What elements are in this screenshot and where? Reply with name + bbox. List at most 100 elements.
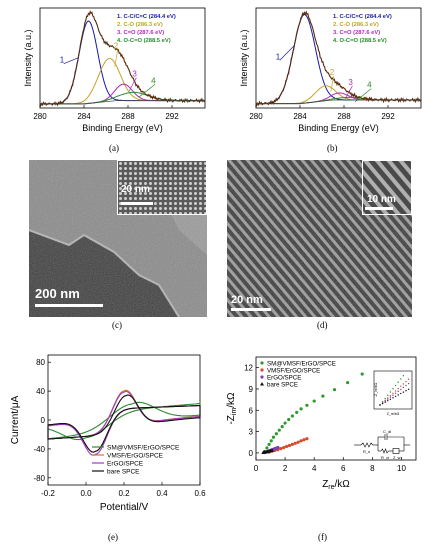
series-points-f-1: [263, 372, 364, 454]
data-point-f: [274, 432, 278, 436]
data-point-f: [346, 380, 350, 385]
inset-point-f: [400, 388, 402, 391]
inset-point-f: [405, 380, 407, 383]
data-point-f: [267, 442, 271, 446]
legend-label-f-4: bare SPCE: [267, 381, 298, 388]
x-axis-label-e: Potential/V: [100, 502, 149, 513]
inset-point-f: [392, 394, 394, 396]
scale-bar-inset-c: [121, 202, 153, 205]
inset-point-f: [397, 381, 399, 383]
data-point-f: [302, 438, 306, 442]
peak-number-b-3: 3: [348, 78, 353, 87]
cv-chart-e: -0.2 0.0 0.2 0.4 0.6 -80 -40 0 40 80 Potential/V Cu…: [10, 354, 206, 513]
peak-number-a-4: 4: [151, 76, 156, 85]
x-axis-label-b: Binding Energy (eV): [298, 123, 379, 133]
data-point-f: [321, 394, 325, 398]
data-point-f: [293, 441, 297, 445]
equivalent-circuit-f: C_dl R_s R_ct Z_w: [354, 429, 410, 460]
tem-inset-c: [117, 160, 207, 215]
series-points-f-4: [261, 448, 274, 455]
inset-point-f: [381, 402, 384, 405]
xps-chart-b: 1 2 3 4 1. C-C/C=C (284.4 eV) 2. C-O (286.3 e…: [239, 7, 422, 133]
inset-y-label-f: -Z_im/kΩ: [374, 382, 378, 397]
y-tick-label-f: 3: [249, 428, 254, 437]
legend-entry-b-4: 4. O-C=O (288.5 eV): [333, 38, 387, 44]
legend-entry-b-1: 1. C-C/C=C (284.4 eV): [333, 14, 392, 20]
scale-label-inset-c: 20 nm: [121, 184, 150, 195]
y-tick-label-f: 6: [249, 406, 254, 415]
x-tick-label-b: 292: [381, 112, 395, 121]
data-point-f: [280, 425, 284, 429]
scale-bar-d: [231, 308, 271, 311]
peak-number-b-2: 2: [330, 68, 335, 77]
peak-number-a-3: 3: [132, 70, 137, 79]
data-point-f: [299, 439, 303, 443]
inset-point-f: [397, 390, 399, 393]
inset-point-f: [402, 375, 405, 377]
data-point-f: [284, 444, 289, 449]
x-tick-label-e: 0.4: [156, 489, 168, 498]
inset-point-f: [407, 378, 410, 380]
plot-frame-f: [255, 356, 417, 461]
data-point-f: [287, 443, 292, 448]
plot-frame-b: [255, 7, 422, 109]
inset-point-f: [387, 398, 389, 400]
x-tick-label-b: 288: [337, 112, 351, 121]
inset-point-f: [387, 400, 389, 402]
inset-point-f: [392, 397, 394, 399]
raw-spectrum-b: [255, 10, 422, 107]
y-tick-label-e: -80: [33, 474, 45, 483]
panel-label-b: (b): [327, 143, 338, 153]
inset-point-f: [400, 392, 402, 395]
inset-point-f: [405, 390, 407, 392]
x-axis-label-f: Zre/kΩ: [322, 479, 350, 491]
inset-point-f: [389, 394, 392, 397]
tem-image-c: 20 nm 200 nm: [29, 160, 207, 317]
peak-number-b-1: 1: [276, 52, 281, 61]
x-tick-label-b: 280: [249, 112, 263, 121]
legend-entry-b-3: 3. C=O (287.6 eV): [333, 30, 380, 36]
peak-arrow-a-2: [114, 49, 119, 67]
legend-entry-a-2: 2. C-O (286.3 eV): [117, 22, 163, 28]
data-point-f: [299, 407, 303, 411]
data-point-f: [295, 410, 299, 415]
fit-curve-a-4: [40, 91, 204, 105]
circuit-label-rct: R_ct: [381, 455, 390, 460]
inset-frame-f: [373, 370, 413, 410]
circuit-label-cdl: C_dl: [383, 429, 391, 434]
inset-point-f: [389, 391, 392, 393]
inset-point-f: [397, 394, 399, 396]
legend-label-f-3: ErGO/SPCE: [267, 374, 301, 381]
legend-label-e-4: bare SPCE: [107, 469, 140, 476]
fit-curve-a-2: [40, 57, 204, 105]
peak-arrow-a-1: [63, 57, 79, 64]
data-point-f: [305, 437, 309, 441]
y-axis-label-a: Intensity (a.u.): [23, 29, 33, 86]
data-point-f: [277, 428, 281, 432]
inset-point-f: [407, 388, 410, 390]
x-tick-label-f: 0: [254, 464, 259, 473]
scale-bar-inset-d: [365, 207, 393, 210]
data-point-f: [282, 445, 286, 450]
x-tick-label-a: 292: [165, 112, 179, 121]
panel-label-e: (e): [108, 532, 118, 542]
x-tick-label-e: 0.0: [80, 489, 92, 498]
legend-marker-f-4: [260, 382, 264, 386]
tem-image-d: 10 nm 20 nm: [227, 160, 412, 317]
x-tick-label-e: 0.2: [118, 489, 130, 498]
data-point-f: [271, 435, 276, 439]
x-tick-label-f: 4: [312, 464, 317, 473]
x-tick-label-f: 8: [370, 464, 375, 473]
inset-point-f: [394, 390, 397, 392]
data-point-f: [276, 445, 280, 450]
x-tick-label-f: 10: [397, 464, 406, 473]
data-point-f: [265, 446, 269, 450]
scale-label-c: 200 nm: [35, 286, 80, 301]
y-tick-label-e: 40: [36, 387, 45, 396]
cv-curve-4: [47, 394, 201, 453]
data-point-f: [290, 414, 294, 418]
circuit-label-zw: Z_w: [393, 455, 401, 460]
inset-point-f: [389, 396, 392, 398]
panel-label-f: (f): [318, 532, 327, 542]
eis-chart-f: 0 2 4 6 8 10 0 3 6 9 12 Zre/kΩ -Zim/kΩ SM@VMSF/ErGO/S…: [226, 356, 417, 491]
